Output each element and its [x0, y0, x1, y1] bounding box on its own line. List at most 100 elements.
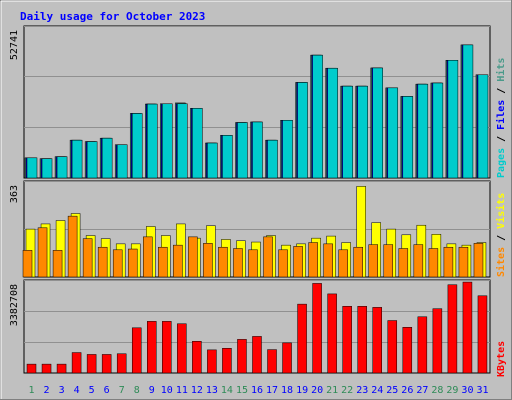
- bar-pages: [237, 122, 248, 179]
- bar-kbytes: [222, 348, 232, 374]
- bar-pages: [41, 158, 53, 179]
- bar-sites: [293, 246, 303, 278]
- bar-kbytes: [387, 320, 398, 374]
- x-tick-label: 21: [326, 385, 338, 396]
- bar-pages: [177, 103, 188, 179]
- x-tick-label: 18: [281, 385, 293, 396]
- bar-kbytes: [357, 306, 367, 374]
- bar-kbytes: [402, 327, 413, 374]
- bar-pages: [342, 85, 353, 179]
- bar-sites: [338, 249, 348, 278]
- x-tick-label: 16: [251, 385, 263, 396]
- bar-sites: [82, 238, 93, 278]
- x-tick-label: 4: [74, 385, 80, 396]
- bar-pages: [86, 141, 98, 179]
- bar-pages: [297, 82, 308, 179]
- bar-sites: [308, 242, 318, 278]
- bar-kbytes: [116, 353, 127, 374]
- bar-pages: [402, 96, 414, 179]
- bar-sites: [323, 243, 333, 278]
- x-tick-label: 6: [104, 385, 110, 396]
- y-axis-max-label: 3382708: [9, 284, 20, 326]
- bar-sites: [353, 246, 363, 278]
- bar-sites: [143, 236, 153, 278]
- x-tick-label: 20: [311, 385, 323, 396]
- bar-sites: [112, 249, 123, 278]
- y-axis-max-label: 52741: [9, 30, 20, 60]
- bar-pages: [387, 87, 399, 179]
- bar-sites: [413, 244, 424, 278]
- x-tick-label: 8: [134, 385, 140, 396]
- bar-sites: [158, 246, 168, 278]
- bar-sites: [443, 246, 454, 278]
- bar-pages: [162, 103, 173, 179]
- bar-kbytes: [462, 281, 473, 374]
- bar-sites: [173, 244, 183, 278]
- bar-sites: [473, 243, 484, 278]
- bar-pages: [462, 44, 474, 179]
- bar-kbytes: [447, 284, 458, 374]
- bar-kbytes: [252, 336, 262, 374]
- x-tick-label: 19: [296, 385, 308, 396]
- x-tick-label: 25: [386, 385, 398, 396]
- bar-pages: [116, 144, 128, 179]
- bar-pages: [282, 120, 293, 179]
- x-tick-label: 3: [59, 385, 65, 396]
- bar-sites: [278, 249, 288, 278]
- x-tick-label: 10: [161, 385, 173, 396]
- legend-item-hits: Hits: [495, 58, 507, 82]
- bar-pages: [192, 108, 203, 179]
- legend-item-pages: Pages: [496, 148, 507, 178]
- bar-sites: [428, 248, 439, 278]
- bar-sites: [22, 250, 33, 278]
- bar-kbytes: [342, 306, 352, 374]
- x-tick-label: 23: [356, 385, 368, 396]
- bar-kbytes: [267, 349, 277, 374]
- bar-kbytes: [26, 363, 37, 374]
- x-tick-label: 29: [446, 385, 458, 396]
- bar-kbytes: [192, 341, 202, 374]
- bar-sites: [127, 248, 138, 278]
- bar-sites: [37, 227, 48, 278]
- y-axis-max-label: 363: [9, 185, 20, 203]
- x-tick-label: 28: [431, 385, 443, 396]
- legend-item-sites: Sites: [495, 247, 507, 277]
- x-tick-label: 2: [44, 385, 50, 396]
- legend-item-plain: /: [496, 229, 507, 247]
- bar-pages: [372, 67, 383, 179]
- bar-sites: [203, 243, 213, 278]
- bar-pages: [147, 103, 158, 179]
- x-tick-label: 14: [221, 385, 233, 396]
- bar-pages: [327, 67, 338, 179]
- legend-item-files: Files: [495, 100, 507, 130]
- x-tick-label: 30: [461, 385, 473, 396]
- x-tick-label: 9: [149, 385, 155, 396]
- x-tick-label: 27: [416, 385, 428, 396]
- bar-sites: [398, 248, 409, 278]
- bar-pages: [26, 157, 38, 179]
- bar-sites: [458, 246, 469, 278]
- bar-pages: [131, 113, 143, 179]
- bar-pages: [71, 139, 83, 179]
- bar-sites: [67, 215, 78, 278]
- bar-kbytes: [71, 352, 82, 374]
- bar-pages: [267, 139, 278, 179]
- bar-kbytes: [101, 354, 112, 374]
- bar-kbytes: [432, 308, 443, 374]
- bar-kbytes: [477, 295, 488, 374]
- bar-pages: [447, 60, 459, 179]
- bar-pages: [417, 83, 429, 179]
- bar-sites: [97, 246, 108, 278]
- bar-pages: [222, 135, 233, 179]
- bar-kbytes: [162, 321, 172, 374]
- bar-kbytes: [131, 327, 142, 374]
- bar-sites: [383, 244, 394, 278]
- x-tick-label: 1: [29, 385, 35, 396]
- bar-sites: [188, 236, 198, 278]
- bar-sites: [368, 244, 378, 278]
- bar-sites: [218, 246, 228, 278]
- x-tick-label: 12: [191, 385, 203, 396]
- bar-pages: [101, 137, 113, 179]
